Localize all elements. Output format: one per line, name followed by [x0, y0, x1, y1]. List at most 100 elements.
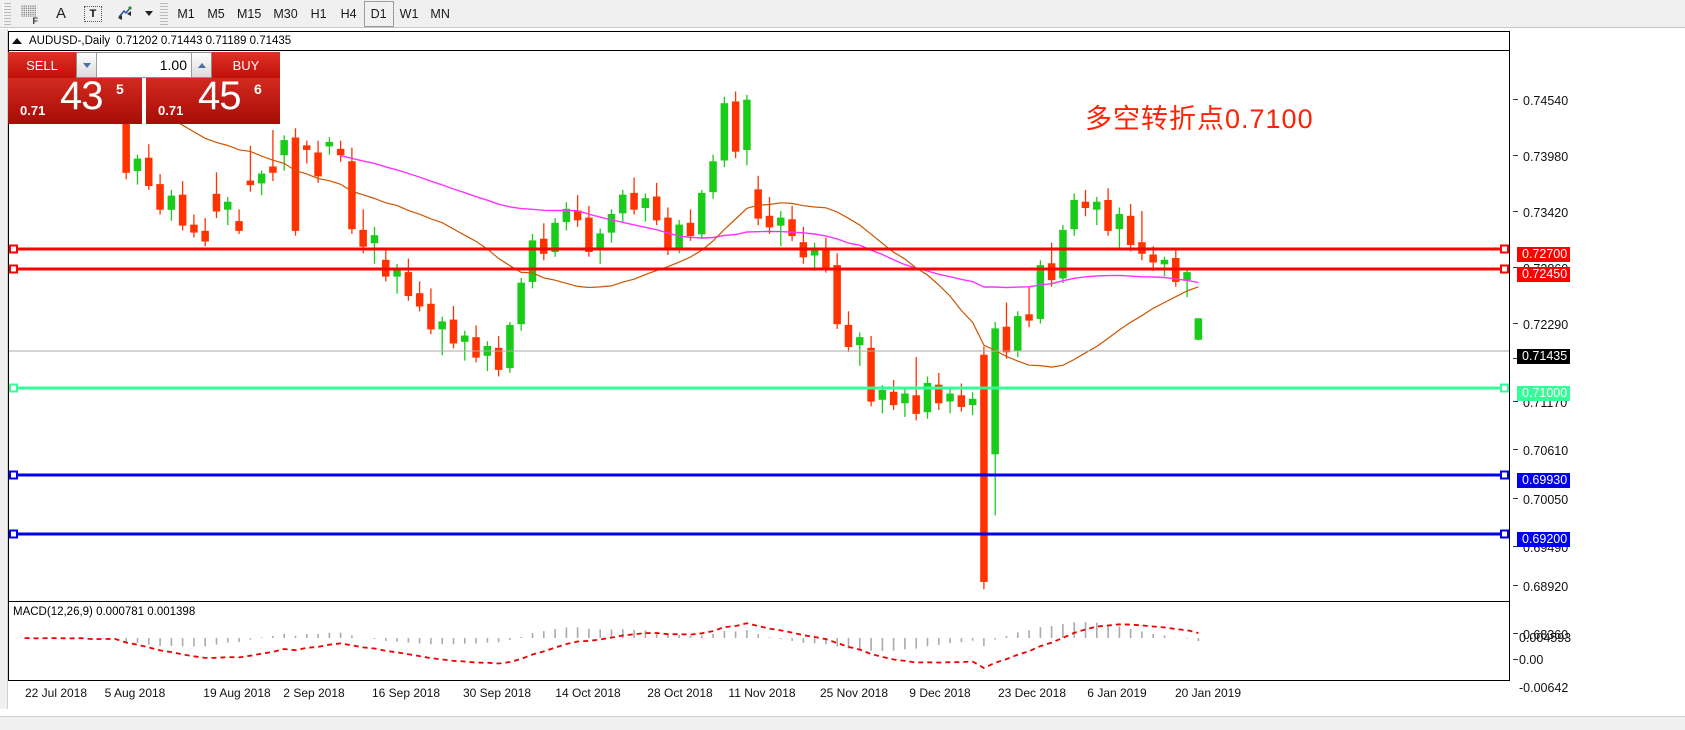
- price-tick: [1513, 358, 1518, 359]
- sell-price-prefix: 0.71: [20, 103, 46, 118]
- macd-histogram: [35, 622, 1200, 651]
- toolbar-drag-handle[interactable]: [3, 2, 11, 25]
- oct-price-row: 0.71 43 5 0.71 45 6: [8, 78, 280, 124]
- level-handle[interactable]: [1500, 383, 1509, 393]
- price-tick-label: 0.68920: [1523, 580, 1569, 594]
- symbol-period-label: AUDUSD-,Daily: [29, 35, 111, 47]
- objects-icon[interactable]: [110, 2, 140, 26]
- collapse-triangle-icon[interactable]: [12, 38, 22, 44]
- ma-orange-line: [159, 111, 1199, 368]
- level-handle[interactable]: [1500, 244, 1509, 254]
- date-axis-label: 14 Oct 2018: [555, 686, 621, 700]
- date-axis-label: 25 Nov 2018: [819, 686, 889, 700]
- one-click-trading-panel[interactable]: SELL 1.00 BUY 0.71 43 5 0.71 45 6: [8, 52, 280, 124]
- objects-dropdown-icon[interactable]: [142, 2, 156, 26]
- macd-scale-tick: [1513, 659, 1518, 660]
- macd-plot: [24, 622, 1200, 670]
- price-level-tag-green[interactable]: 0.71000: [1517, 386, 1571, 401]
- macd-pane[interactable]: MACD(12,26,9) 0.000781 0.001398: [9, 604, 1509, 680]
- price-tick: [1513, 401, 1518, 402]
- price-level-tag-red[interactable]: 0.72450: [1517, 267, 1571, 282]
- sell-price-fraction: 5: [116, 81, 124, 97]
- text-label-icon[interactable]: A: [46, 2, 76, 26]
- macd-signal-line: [24, 622, 1199, 670]
- status-strip: [0, 716, 1685, 730]
- level-handle[interactable]: [9, 529, 18, 539]
- crosshair-f-glyph: F: [19, 4, 39, 26]
- timeframe-h4[interactable]: H4: [340, 6, 357, 21]
- price-level-tag-black[interactable]: 0.71435: [1517, 349, 1571, 364]
- price-tick: [1513, 498, 1518, 499]
- date-axis-label: 16 Sep 2018: [371, 686, 441, 700]
- volume-stepper[interactable]: 1.00: [76, 52, 212, 78]
- price-tick-label: 0.73980: [1523, 150, 1569, 164]
- chart-toolbar: F A T M1 M5 M15 M30 H1 H4 D1 W1 MN: [0, 0, 1685, 28]
- objects-glyph: [118, 5, 132, 20]
- date-axis-label: 22 Jul 2018: [24, 686, 88, 700]
- level-handle[interactable]: [1500, 264, 1509, 274]
- level-handle[interactable]: [1500, 529, 1509, 539]
- date-axis-label: 30 Sep 2018: [462, 686, 532, 700]
- timeframe-m15[interactable]: M15: [237, 6, 262, 21]
- date-axis-label: 28 Oct 2018: [647, 686, 713, 700]
- sell-button[interactable]: SELL: [8, 52, 76, 78]
- level-handle[interactable]: [9, 244, 18, 254]
- price-tick-label: 0.70610: [1523, 444, 1569, 458]
- price-level-tag-red[interactable]: 0.72700: [1517, 247, 1571, 262]
- price-tick: [1513, 323, 1518, 324]
- ohlc-values: 0.71202 0.71443 0.71189 0.71435: [116, 35, 292, 47]
- timeframe-mn[interactable]: MN: [430, 6, 450, 21]
- price-tick: [1513, 585, 1518, 586]
- macd-label: MACD(12,26,9) 0.000781 0.001398: [13, 606, 196, 618]
- date-axis-label: 2 Sep 2018: [283, 686, 345, 700]
- date-axis-label: 5 Aug 2018: [104, 686, 166, 700]
- timeframe-m30[interactable]: M30: [273, 6, 298, 21]
- sell-price-big: 43: [60, 78, 103, 118]
- price-pane[interactable]: 多空转折点0.7100: [9, 50, 1509, 602]
- macd-scale-label: 0.00: [1519, 653, 1544, 667]
- macd-scale-label: 0.004593: [1519, 631, 1572, 645]
- timeframe-m5[interactable]: M5: [207, 6, 225, 21]
- level-handle[interactable]: [9, 383, 18, 393]
- price-tick: [1513, 211, 1518, 212]
- price-level-tag-blue[interactable]: 0.69200: [1517, 532, 1571, 547]
- chart-symbol-header: AUDUSD-,Daily 0.71202 0.71443 0.71189 0.…: [9, 32, 291, 50]
- buy-button[interactable]: BUY: [212, 52, 280, 78]
- crosshair-f-icon[interactable]: F: [14, 2, 44, 26]
- buy-price-prefix: 0.71: [158, 103, 184, 118]
- toolbar-separator: [160, 2, 168, 25]
- sell-price-display[interactable]: 0.71 43 5: [8, 78, 142, 124]
- oct-top-row: SELL 1.00 BUY: [8, 52, 280, 78]
- timeframe-m1[interactable]: M1: [177, 6, 195, 21]
- date-axis-label: 23 Dec 2018: [997, 686, 1067, 700]
- price-level-tag-blue[interactable]: 0.69930: [1517, 473, 1571, 488]
- price-tick-label: 0.70050: [1523, 493, 1569, 507]
- date-axis-label: 6 Jan 2019: [1087, 686, 1147, 700]
- level-handle[interactable]: [9, 470, 18, 480]
- ma-magenta-line: [340, 155, 1199, 289]
- chevron-up-icon[interactable]: [191, 53, 211, 77]
- buy-price-fraction: 6: [254, 81, 262, 97]
- level-handle[interactable]: [1500, 470, 1509, 480]
- date-axis[interactable]: 22 Jul 2018 5 Aug 2018 19 Aug 2018 2 Sep 20…: [8, 682, 1510, 708]
- price-scale[interactable]: 0.745400.739800.734200.728600.722900.717…: [1511, 31, 1685, 695]
- price-tick-label: 0.72290: [1523, 318, 1569, 332]
- volume-input[interactable]: 1.00: [159, 57, 187, 73]
- date-axis-label: 19 Aug 2018: [203, 686, 271, 700]
- timeframe-d1[interactable]: D1: [363, 0, 394, 27]
- timeframe-h1[interactable]: H1: [310, 6, 327, 21]
- buy-price-display[interactable]: 0.71 45 6: [146, 78, 280, 124]
- chevron-down-icon[interactable]: [77, 53, 97, 77]
- level-handle[interactable]: [9, 264, 18, 274]
- price-tick: [1513, 546, 1518, 547]
- timeframe-group: M1 M5 M15 M30 H1 H4 D1 W1 MN: [171, 0, 456, 27]
- text-object-glyph: T: [84, 5, 102, 22]
- left-rail: [0, 29, 8, 709]
- chart-area[interactable]: AUDUSD-,Daily 0.71202 0.71443 0.71189 0.…: [8, 31, 1510, 681]
- price-tick-label: 0.73420: [1523, 206, 1569, 220]
- text-object-icon[interactable]: T: [78, 2, 108, 26]
- timeframe-w1[interactable]: W1: [399, 6, 419, 21]
- price-plot: [9, 64, 1509, 590]
- date-axis-label: 20 Jan 2019: [1174, 686, 1242, 700]
